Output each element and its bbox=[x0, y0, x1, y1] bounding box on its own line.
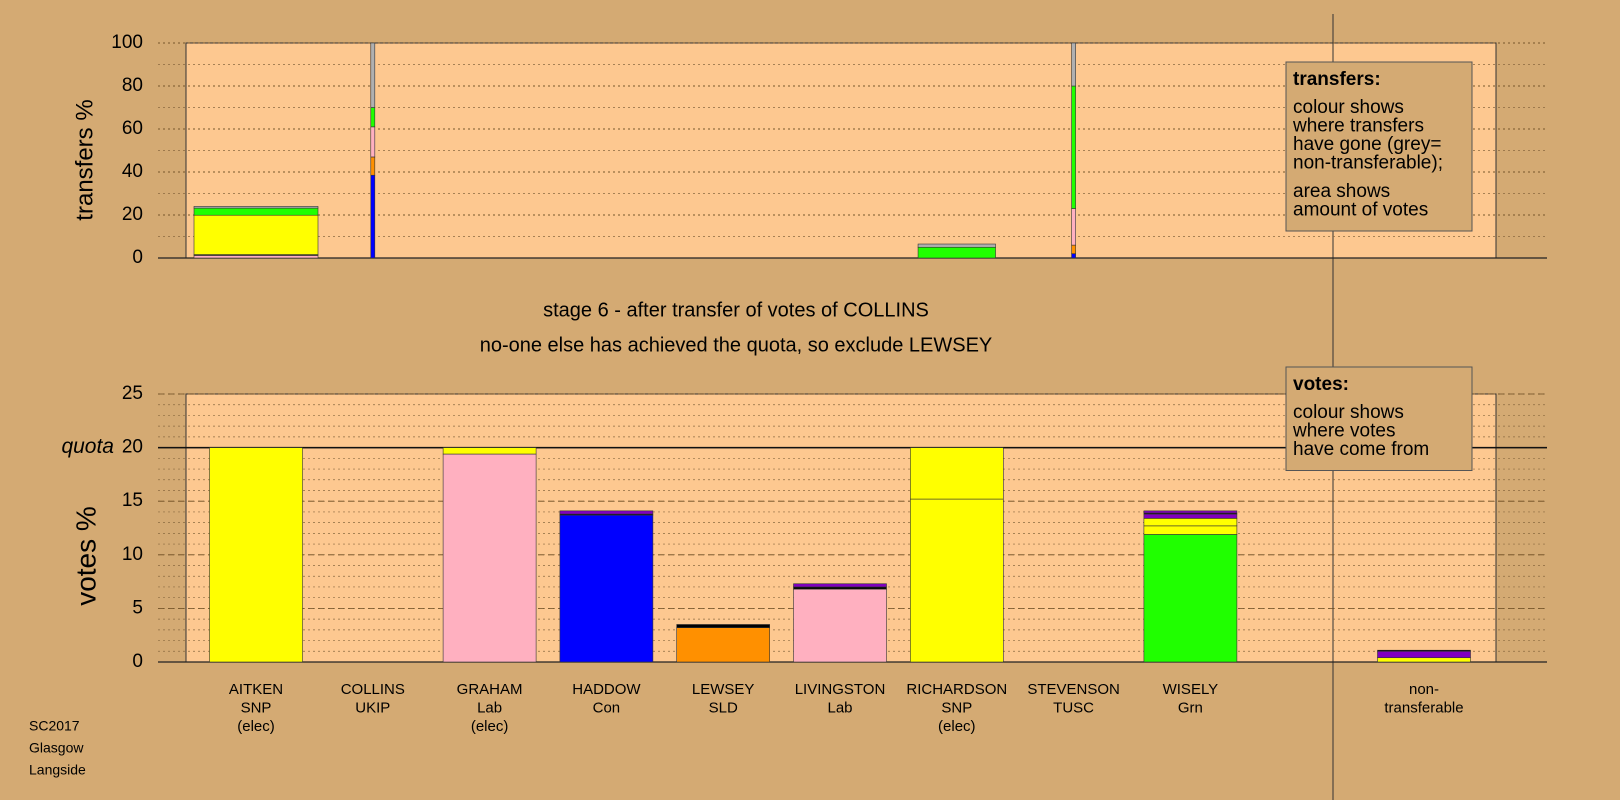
legend-text: have come from bbox=[1293, 439, 1429, 460]
footer-line: Langside bbox=[29, 762, 86, 778]
x-tick-label: LEWSEY bbox=[692, 681, 755, 698]
y-tick-label: 0 bbox=[132, 651, 143, 672]
x-tick-label: UKIP bbox=[355, 699, 390, 716]
y-tick-label: 0 bbox=[132, 247, 143, 268]
x-tick-label: SNP bbox=[941, 699, 972, 716]
bar-segment bbox=[1071, 208, 1076, 246]
bar-segment bbox=[1071, 42, 1076, 87]
x-tick-label: AITKEN bbox=[229, 681, 283, 698]
y-tick-label: 20 bbox=[122, 204, 143, 225]
bar-segment bbox=[1071, 85, 1076, 209]
x-tick-label: WISELY bbox=[1163, 681, 1219, 698]
bar-segment bbox=[370, 156, 376, 176]
x-tick-label: (elec) bbox=[237, 718, 275, 735]
x-tick-label: Lab bbox=[827, 699, 852, 716]
bar-segment bbox=[193, 207, 319, 216]
x-tick-label: COLLINS bbox=[341, 681, 405, 698]
bar-segment bbox=[793, 588, 887, 663]
bar-segment bbox=[676, 627, 771, 663]
legend-text: non-transferable); bbox=[1293, 153, 1443, 174]
legend-box bbox=[1285, 61, 1473, 232]
bar-segment bbox=[1071, 244, 1076, 255]
y-tick-label: 100 bbox=[111, 32, 143, 53]
x-tick-label: HADDOW bbox=[572, 681, 641, 698]
y-tick-label: 80 bbox=[122, 75, 143, 96]
bar-segment bbox=[370, 107, 376, 128]
x-tick-label: (elec) bbox=[938, 718, 976, 735]
bar-segment bbox=[909, 498, 1004, 663]
bar-segment bbox=[676, 624, 771, 628]
y-tick-label: 20 bbox=[122, 437, 143, 458]
x-tick-label: SLD bbox=[709, 699, 738, 716]
x-tick-label: LIVINGSTON bbox=[795, 681, 886, 698]
y-tick-label: 60 bbox=[122, 118, 143, 139]
bar-segment bbox=[1071, 253, 1076, 259]
bar-segment bbox=[1143, 513, 1238, 519]
footer-line: Glasgow bbox=[29, 740, 84, 756]
legend-text: amount of votes bbox=[1293, 200, 1428, 221]
x-tick-label: (elec) bbox=[471, 718, 509, 735]
bar-segment bbox=[193, 206, 319, 209]
y-axis-label: votes % bbox=[70, 506, 101, 606]
legend-box bbox=[1285, 366, 1473, 471]
bar-segment bbox=[1143, 518, 1238, 527]
y-tick-label: 40 bbox=[122, 161, 143, 182]
bar-segment bbox=[1143, 534, 1238, 663]
x-tick-label: Grn bbox=[1178, 699, 1203, 716]
bar-segment bbox=[909, 447, 1004, 500]
bar-segment bbox=[1143, 525, 1238, 535]
y-tick-label: 5 bbox=[132, 597, 143, 618]
bar-segment bbox=[193, 214, 319, 255]
bar-segment bbox=[370, 42, 376, 108]
bar-segment bbox=[370, 126, 376, 158]
legend-text: where votes bbox=[1292, 421, 1395, 442]
legend-title: transfers: bbox=[1293, 69, 1381, 90]
x-tick-label: SNP bbox=[241, 699, 272, 716]
bar-segment bbox=[1377, 649, 1471, 652]
footer-line: SC2017 bbox=[29, 718, 80, 734]
bar-segment bbox=[917, 243, 996, 248]
bar-segment bbox=[917, 246, 996, 259]
legend-text: where transfers bbox=[1292, 116, 1424, 137]
bar-segment bbox=[559, 510, 654, 515]
y-axis-label: transfers % bbox=[71, 99, 98, 220]
bar-segment bbox=[1143, 510, 1238, 514]
x-tick-label: transferable bbox=[1384, 699, 1463, 716]
bar-segment bbox=[193, 255, 319, 259]
y-tick-label: 15 bbox=[122, 490, 143, 511]
x-tick-label: non- bbox=[1409, 681, 1439, 698]
bar-segment bbox=[442, 453, 537, 663]
legend-title: votes: bbox=[1293, 374, 1349, 395]
x-tick-label: Lab bbox=[477, 699, 502, 716]
bar-segment bbox=[793, 586, 887, 590]
bar-segment bbox=[442, 447, 537, 455]
x-tick-label: RICHARDSON bbox=[906, 681, 1007, 698]
y-tick-label: 25 bbox=[122, 383, 143, 404]
bar-segment bbox=[1377, 657, 1471, 663]
legend-text: colour shows bbox=[1293, 402, 1404, 423]
quota-label: quota bbox=[61, 435, 114, 458]
bar-segment bbox=[209, 447, 303, 663]
y-tick-label: 10 bbox=[122, 544, 143, 565]
legend-text: area shows bbox=[1293, 181, 1390, 202]
bar-segment bbox=[793, 583, 887, 588]
chart-subtitle: no-one else has achieved the quota, so e… bbox=[480, 334, 993, 356]
x-tick-label: Con bbox=[593, 699, 621, 716]
x-tick-label: STEVENSON bbox=[1027, 681, 1120, 698]
legend-text: colour shows bbox=[1293, 97, 1404, 118]
x-tick-label: GRAHAM bbox=[457, 681, 523, 698]
bar-segment bbox=[559, 514, 654, 663]
bar-segment bbox=[370, 174, 376, 259]
bar-segment bbox=[1377, 650, 1471, 659]
legend-text: have gone (grey= bbox=[1293, 134, 1441, 155]
x-tick-label: TUSC bbox=[1053, 699, 1094, 716]
chart-title: stage 6 - after transfer of votes of COL… bbox=[543, 299, 929, 321]
